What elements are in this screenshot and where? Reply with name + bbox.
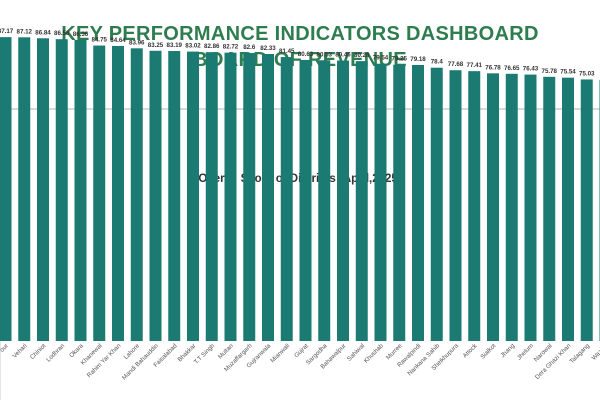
data-label: 86.84 [35,29,51,36]
data-label: 87.17 [0,28,14,35]
x-tick-label: Okara [68,342,85,359]
bar-sahiwal [355,61,368,341]
bar-lodhran [55,39,68,342]
data-label: 83.02 [185,43,201,50]
x-tick-label: Attock [462,342,480,360]
data-label: 76.65 [504,65,520,72]
x-tick-label: T.T Singh [193,342,217,366]
bar-khushab [374,63,387,341]
bar-rahim-yar-khan [112,45,124,341]
bar-mianwali [280,57,293,341]
data-label: 80.46 [335,52,351,59]
bar-mandi-bahauddin [149,50,162,341]
data-label: 83.19 [167,42,183,49]
bar-gujranwala [262,54,274,341]
data-label: 76.43 [523,66,539,73]
bar-chiniot [37,38,49,341]
x-tick-label: Dera Ghazi Khan [534,342,573,381]
bar-sargodha [318,60,331,342]
x-tick-label: Jhang [499,342,516,359]
data-label: 82.72 [223,44,239,51]
bar-sialkot [487,73,499,341]
x-tick-label: Mianwali [269,342,291,364]
bar-jhelum [524,74,537,341]
data-label: 75.78 [542,68,558,75]
x-tick-label: Sialkot [479,342,497,360]
bar-sheikhupura [449,70,462,342]
data-label: 83.96 [129,39,145,46]
data-label: 83.25 [148,42,164,49]
bar-attock [468,71,481,342]
data-label: 84.75 [92,37,108,44]
x-tick-label: Khushab [363,342,386,365]
data-label: 87.12 [17,28,33,35]
bar-dera-ghazi-khan [562,77,574,342]
data-label: 75.03 [579,70,595,77]
x-tick-label: Rahim Yar Khan [86,342,123,379]
bar-multan [224,52,237,341]
dashboard-title: KEY PERFORMANCE INDICATORS DASHBOARD [61,23,539,45]
bar-bahawalpur [337,60,349,342]
x-tick-label: our [0,342,10,353]
data-label: 86.58 [54,30,70,37]
data-label: 80.63 [298,51,314,58]
bar-okara [74,39,87,341]
bar-rawalpindi [412,64,424,341]
data-label: 80.28 [354,52,370,59]
data-label: 77.68 [448,61,464,68]
data-label: 82.33 [260,45,276,52]
data-label: 78.4 [431,59,444,66]
bar-bhakkar [187,51,199,342]
bar-vehari [18,37,31,342]
data-label: 76.78 [485,64,501,71]
bar-nankana-sahib [430,67,443,341]
data-label: 82.86 [204,43,220,50]
x-tick-label: Talagang [568,342,591,365]
bar-bahawalnagar [0,37,12,341]
data-label: 77.41 [467,62,483,69]
bar-talagang [580,79,593,341]
data-label: 79.18 [410,56,426,63]
bar-t-t-singh [205,52,218,342]
bar-faisalabad [168,51,181,341]
bar-jhang [505,73,518,342]
x-tick-label: Gujrat [293,342,310,359]
data-label: 82.6 [243,44,256,51]
bar-lahore [130,48,143,341]
data-label: 79.25 [392,56,408,63]
bar-gujrat [299,59,312,342]
data-label: 84.64 [110,37,126,44]
x-tick-label: Lodhran [45,342,66,363]
data-label: 80.53 [317,51,333,58]
x-tick-label: Vehari [11,342,28,359]
data-label: 86.36 [73,31,89,38]
bar-narowal [543,76,556,341]
data-label: 81.45 [279,48,295,55]
bar-muzaffargarh [243,53,256,342]
bar-murree [393,64,406,341]
data-label: 75.54 [560,69,576,76]
x-tick-label: Waziral [591,342,600,361]
bar-khanewal [93,45,106,342]
data-label: 79.54 [373,55,389,62]
